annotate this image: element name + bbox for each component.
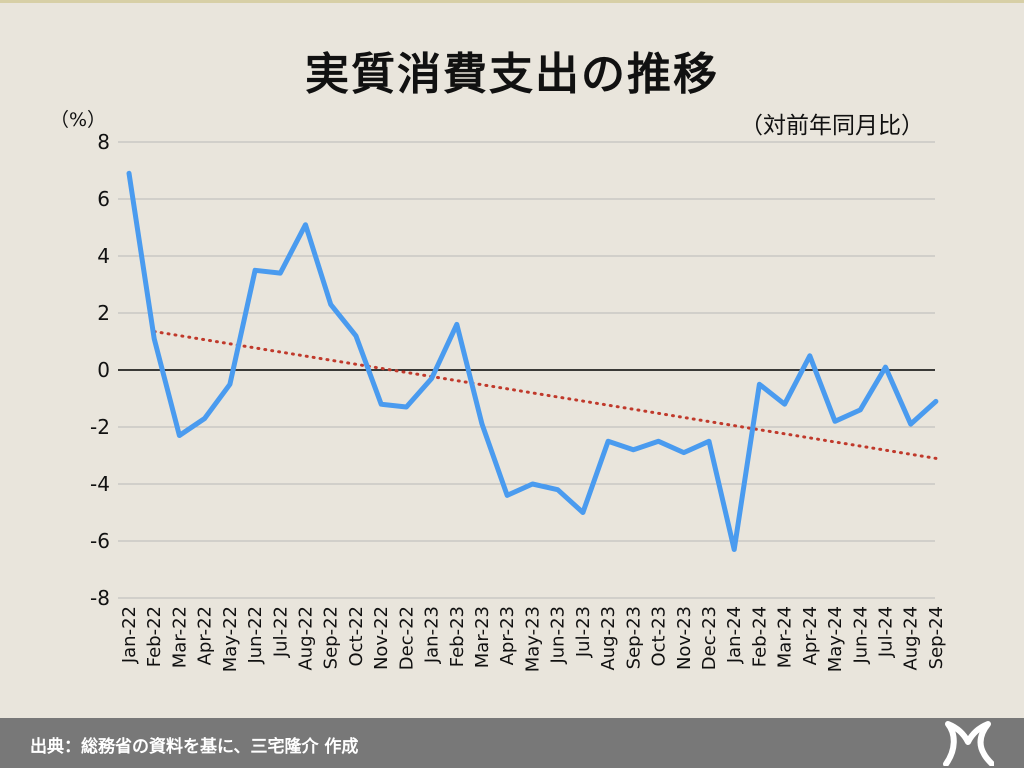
footer: 出典：総務省の資料を基に、三宅隆介 作成 bbox=[0, 718, 1024, 768]
x-tick-label: Apr-24 bbox=[800, 606, 821, 665]
y-axis-label: （%） bbox=[50, 109, 106, 131]
x-tick-label: Feb-22 bbox=[144, 606, 165, 667]
y-tick-label: -4 bbox=[90, 472, 110, 496]
x-tick-label: Nov-23 bbox=[674, 606, 695, 670]
x-tick-label: Nov-22 bbox=[371, 606, 392, 670]
x-tick-label: May-23 bbox=[522, 606, 543, 672]
x-tick-label: Feb-23 bbox=[447, 606, 468, 667]
x-tick-label: May-22 bbox=[220, 606, 241, 672]
chart-subtitle: （対前年同月比） bbox=[740, 113, 924, 139]
x-tick-label: Oct-23 bbox=[649, 606, 670, 667]
trendline bbox=[152, 330, 938, 460]
line-chart: 8 6 4 2 0 -2 -4 -6 -8 （%） Jan-22 Feb-22 Mar-22 Apr-22… bbox=[50, 109, 947, 672]
x-tick-label: Apr-22 bbox=[195, 606, 216, 665]
x-tick-label: Jan-23 bbox=[422, 606, 443, 664]
logo-icon bbox=[943, 721, 994, 766]
x-tick-label: Jun-22 bbox=[245, 606, 266, 665]
y-tick-label: 0 bbox=[97, 358, 110, 382]
x-tick-label: Jun-23 bbox=[548, 606, 569, 665]
x-tick-label: Aug-22 bbox=[296, 606, 317, 671]
x-tick-label: Aug-23 bbox=[598, 606, 619, 671]
top-rule bbox=[0, 0, 1024, 3]
x-tick-label: Dec-22 bbox=[396, 606, 417, 670]
x-tick-label: Jan-22 bbox=[119, 606, 140, 664]
x-tick-label: Jun-24 bbox=[850, 606, 871, 665]
x-tick-label: Jul-23 bbox=[573, 606, 594, 658]
x-tick-label: Jul-24 bbox=[875, 606, 896, 658]
x-tick-label: Feb-24 bbox=[749, 606, 770, 667]
x-tick-label: Aug-24 bbox=[901, 606, 922, 671]
y-tick-label: 6 bbox=[97, 187, 110, 211]
x-tick-label: Jan-24 bbox=[724, 606, 745, 664]
x-tick-label: Sep-23 bbox=[623, 606, 644, 669]
y-tick-label: 4 bbox=[97, 244, 110, 268]
series-line bbox=[126, 170, 939, 552]
x-tick-label: Sep-22 bbox=[321, 606, 342, 669]
x-tick-label: Dec-23 bbox=[699, 606, 720, 670]
x-tick-label: Mar-23 bbox=[472, 606, 493, 668]
x-tick-label: Jul-22 bbox=[270, 606, 291, 658]
y-tick-label: -2 bbox=[90, 415, 110, 439]
y-tick-label: -8 bbox=[90, 586, 110, 610]
x-tick-label: Mar-22 bbox=[169, 606, 190, 668]
page-title: 実質消費支出の推移 bbox=[305, 49, 719, 100]
y-tick-label: 2 bbox=[97, 301, 110, 325]
x-tick-label: Oct-22 bbox=[346, 606, 367, 667]
y-tick-label: -6 bbox=[90, 529, 110, 553]
y-tick-label: 8 bbox=[97, 130, 110, 154]
source-note: 出典：総務省の資料を基に、三宅隆介 作成 bbox=[30, 737, 359, 757]
x-tick-label: May-24 bbox=[825, 606, 846, 672]
x-tick-label: Mar-24 bbox=[775, 606, 796, 668]
x-tick-label: Apr-23 bbox=[497, 606, 518, 665]
x-tick-label: Sep-24 bbox=[926, 606, 947, 669]
